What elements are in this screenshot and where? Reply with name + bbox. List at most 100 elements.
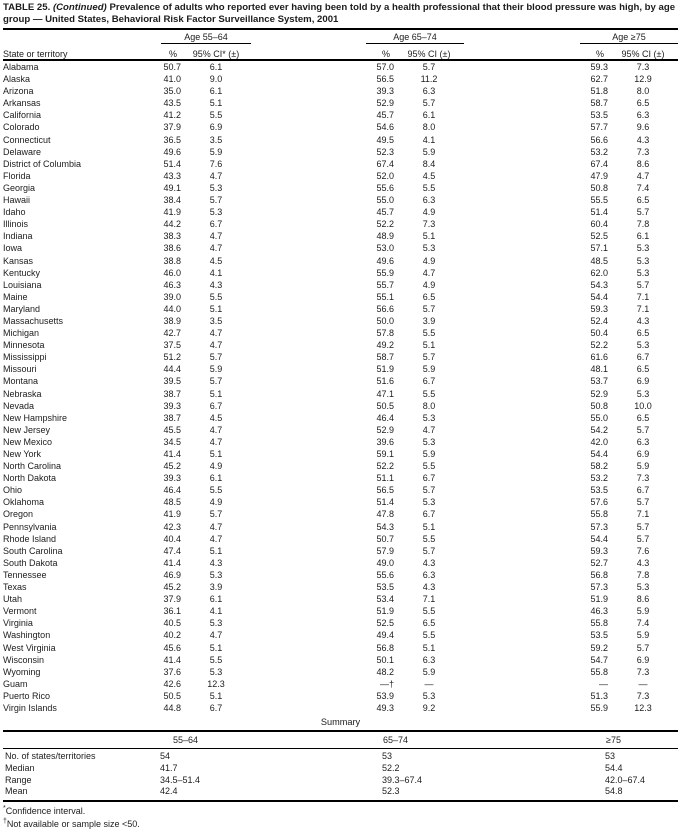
- ci-cell: 8.4: [422, 158, 436, 169]
- pct-cell: 43.3: [163, 170, 181, 181]
- state-cell: Michigan: [3, 328, 40, 339]
- ci-cell: 5.1: [422, 340, 436, 351]
- pct-header-3: %: [464, 44, 608, 61]
- ci-cell: 5.7: [636, 533, 650, 544]
- pct-cell: 50.0: [376, 315, 394, 326]
- pct-cell: 57.1: [590, 243, 608, 254]
- table-row: Nebraska 38.7 5.1 47.1 5.5 52.9 5.3: [3, 388, 678, 400]
- pct-cell: 57.6: [590, 497, 608, 508]
- ci-cell: 5.7: [209, 509, 223, 520]
- pct-cell: 38.4: [163, 195, 181, 206]
- summary-value-cell: 41.7: [160, 762, 178, 773]
- summary-col-65-74: 65–74: [382, 731, 605, 750]
- ci-cell: 7.6: [636, 545, 650, 556]
- table-row: Texas 45.2 3.9 53.5 4.3 57.3 5.3: [3, 581, 678, 593]
- state-cell: Illinois: [3, 219, 29, 230]
- ci-cell: 6.7: [422, 473, 436, 484]
- ci-cell: 7.8: [636, 219, 650, 230]
- ci-cell: 12.3: [634, 702, 652, 713]
- ci-cell: 5.7: [209, 352, 223, 363]
- ci-cell: 5.7: [422, 545, 436, 556]
- pct-cell: 44.8: [163, 702, 181, 713]
- state-cell: North Carolina: [3, 461, 62, 472]
- table-row: New Jersey 45.5 4.7 52.9 4.7 54.2 5.7: [3, 424, 678, 436]
- pct-cell: 42.3: [163, 521, 181, 532]
- pct-cell: 60.4: [590, 219, 608, 230]
- state-cell: Kansas: [3, 255, 34, 266]
- ci-cell: 5.5: [422, 328, 436, 339]
- table-row: South Carolina 47.4 5.1 57.9 5.7 59.3 7.6: [3, 545, 678, 557]
- pct-cell: 52.4: [590, 315, 608, 326]
- age-group-55-64-header: Age 55–64: [161, 32, 251, 44]
- pct-cell: 51.9: [376, 364, 394, 375]
- pct-cell: 49.3: [376, 702, 394, 713]
- pct-cell: 52.5: [376, 618, 394, 629]
- summary-rows: No. of states/territories 54 53 53 Median 41.…: [3, 749, 678, 802]
- table-row: Illinois 44.2 6.7 52.2 7.3 60.4 7.8: [3, 218, 678, 230]
- table-row: Puerto Rico 50.5 5.1 53.9 5.3 51.3 7.3: [3, 690, 678, 702]
- ci-header-3: 95% CI (±): [608, 44, 678, 61]
- ci-cell: 5.7: [209, 195, 223, 206]
- table-row: Montana 39.5 5.7 51.6 6.7 53.7 6.9: [3, 375, 678, 387]
- table-row: Wyoming 37.6 5.3 48.2 5.9 55.8 7.3: [3, 666, 678, 678]
- pct-cell: 54.2: [590, 424, 608, 435]
- state-cell: Rhode Island: [3, 533, 57, 544]
- state-cell: Washington: [3, 630, 51, 641]
- pct-cell: 59.3: [590, 303, 608, 314]
- pct-cell: 51.1: [376, 473, 394, 484]
- state-cell: Nebraska: [3, 388, 42, 399]
- ci-cell: 5.5: [422, 182, 436, 193]
- ci-cell: 7.3: [636, 473, 650, 484]
- pct-cell: 39.0: [163, 291, 181, 302]
- ci-cell: 5.1: [422, 231, 436, 242]
- age-group-header-row: State or territory Age 55–64 Age 65–74 A…: [3, 29, 678, 61]
- pct-cell: 54.6: [376, 122, 394, 133]
- pct-cell: 38.7: [163, 388, 181, 399]
- summary-row: Mean 42.4 52.3 54.8: [3, 786, 678, 801]
- pct-cell: 42.7: [163, 328, 181, 339]
- ci-cell: 4.3: [209, 557, 223, 568]
- ci-cell: 6.7: [209, 400, 223, 411]
- pct-cell: 57.3: [590, 521, 608, 532]
- pct-cell: 52.9: [376, 98, 394, 109]
- table-row: Massachusetts 38.9 3.5 50.0 3.9 52.4 4.3: [3, 315, 678, 327]
- state-rows: Alabama 50.7 6.1 57.0 5.7 59.3 7.3 Alaska 41.0 9.…: [3, 60, 678, 714]
- table-row: Wisconsin 41.4 5.5 50.1 6.3 54.7 6.9: [3, 654, 678, 666]
- ci-cell: 6.3: [422, 86, 436, 97]
- ci-cell: 5.3: [209, 618, 223, 629]
- pct-cell: 39.3: [163, 400, 181, 411]
- ci-cell: 5.5: [209, 110, 223, 121]
- state-cell: New York: [3, 449, 42, 459]
- state-cell: Pennsylvania: [3, 521, 57, 532]
- pct-cell: 34.5: [163, 436, 181, 447]
- table-row: Pennsylvania 42.3 4.7 54.3 5.1 57.3 5.7: [3, 521, 678, 533]
- ci-cell: 6.9: [636, 654, 650, 665]
- ci-cell: 5.3: [422, 436, 436, 447]
- pct-cell: 50.8: [590, 400, 608, 411]
- ci-cell: 5.3: [422, 243, 436, 254]
- pct-cell: 54.7: [590, 654, 608, 665]
- summary-row-label: Range: [5, 774, 32, 785]
- pct-cell: 37.9: [163, 122, 181, 133]
- ci-cell: 8.0: [422, 400, 436, 411]
- ci-cell: 5.1: [209, 303, 223, 314]
- summary-row: Median 41.7 52.2 54.4: [3, 763, 678, 775]
- state-cell: Puerto Rico: [3, 690, 51, 701]
- table-row: Louisiana 46.3 4.3 55.7 4.9 54.3 5.7: [3, 279, 678, 291]
- pct-cell: 45.7: [376, 110, 394, 121]
- ci-cell: 4.5: [209, 412, 223, 423]
- state-cell: Kentucky: [3, 267, 41, 278]
- ci-cell: 5.3: [636, 340, 650, 351]
- table-row: Idaho 41.9 5.3 45.7 4.9 51.4 5.7: [3, 206, 678, 218]
- ci-cell: 4.7: [422, 424, 436, 435]
- ci-cell: 5.1: [209, 388, 223, 399]
- ci-cell: 4.9: [422, 207, 436, 218]
- ci-cell: 4.5: [209, 255, 223, 266]
- pct-cell: 47.9: [590, 170, 608, 181]
- pct-cell: 38.8: [163, 255, 181, 266]
- footnotes: *Confidence interval. †Not available or …: [3, 804, 678, 829]
- ci-cell: 4.7: [209, 231, 223, 242]
- pct-cell: 45.6: [163, 642, 181, 653]
- state-cell: Guam: [3, 678, 28, 689]
- pct-cell: 55.0: [590, 412, 608, 423]
